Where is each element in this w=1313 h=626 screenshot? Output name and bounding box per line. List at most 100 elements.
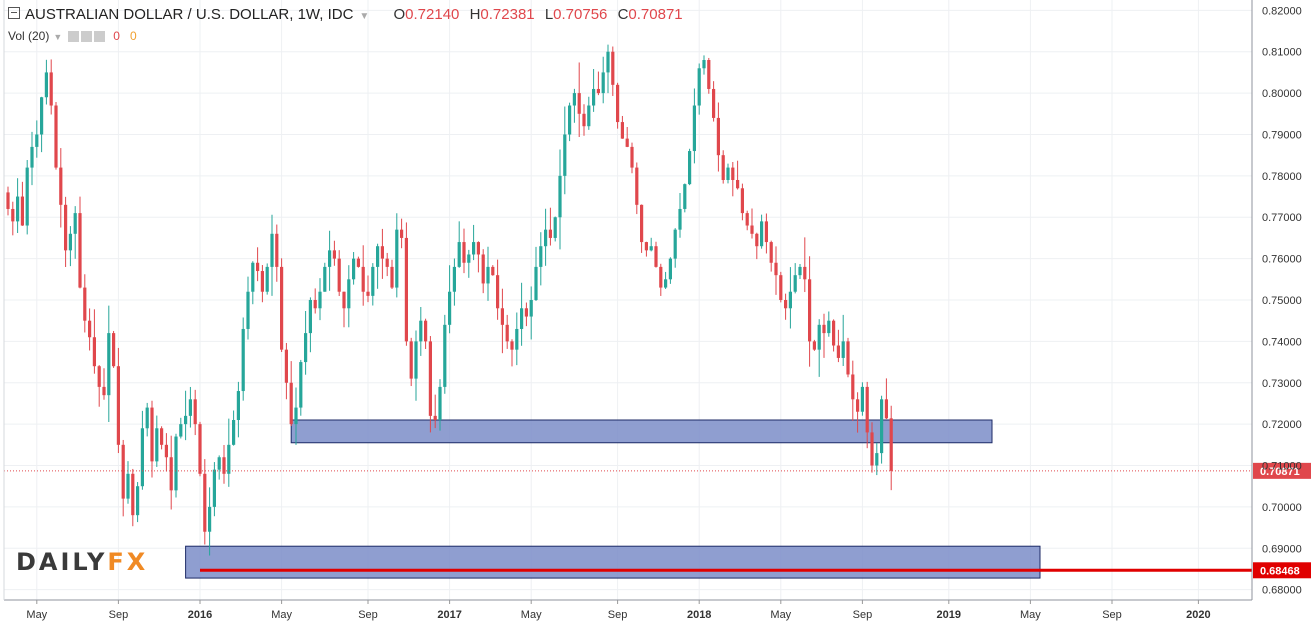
candle <box>332 240 336 266</box>
price-axis[interactable]: 0.68000 0.69000 0.70000 0.71000 0.72000 0.730… <box>1251 0 1302 600</box>
candle-body <box>548 229 552 238</box>
candle <box>448 265 452 334</box>
x-tick-label: Sep <box>1102 609 1122 621</box>
candle <box>779 271 783 303</box>
candle-body <box>54 105 58 168</box>
candle-body <box>260 271 264 292</box>
y-tick-label: 0.68000 <box>1262 585 1302 597</box>
candle-body <box>40 97 44 135</box>
candle <box>121 439 125 517</box>
candle-body <box>870 432 874 466</box>
candle <box>443 314 447 394</box>
candle <box>304 310 308 375</box>
visibility-icon[interactable] <box>68 31 80 43</box>
candle-body <box>524 308 528 317</box>
candle <box>30 131 34 186</box>
candle-body <box>64 204 68 251</box>
y-tick-label: 0.76000 <box>1262 254 1302 266</box>
candle <box>92 309 96 374</box>
x-tick-label: Sep <box>608 609 628 621</box>
candle <box>846 337 850 378</box>
candle <box>678 192 682 238</box>
x-tick-label: 2017 <box>437 609 461 621</box>
candle <box>246 276 250 340</box>
y-tick-label: 0.73000 <box>1262 378 1302 390</box>
open-label: O <box>393 6 406 23</box>
candle-body <box>136 486 140 516</box>
candle <box>68 226 72 267</box>
high-label: H <box>469 6 481 23</box>
volume-label[interactable]: Vol (20) <box>8 29 50 43</box>
candle-body <box>25 167 29 226</box>
candle <box>793 263 797 294</box>
candle <box>601 56 605 104</box>
y-tick-label: 0.75000 <box>1262 295 1302 307</box>
candle <box>822 313 826 358</box>
candle <box>472 224 476 261</box>
candle-body <box>462 242 466 263</box>
candle-body <box>812 341 816 350</box>
gear-icon[interactable] <box>81 31 93 43</box>
volume-ma-value: 0 <box>129 29 137 43</box>
candle <box>587 96 591 130</box>
candle-body <box>457 242 461 267</box>
candle-body <box>265 266 269 292</box>
candle-body <box>486 266 490 284</box>
candle-body <box>6 192 10 209</box>
candle <box>256 247 260 282</box>
candle-body <box>860 386 864 412</box>
chevron-down-icon[interactable]: ▼ <box>359 11 370 22</box>
candle <box>841 314 845 366</box>
candle <box>352 252 356 285</box>
candle-body <box>68 233 72 251</box>
candle-body <box>846 341 850 375</box>
x-tick-label: Sep <box>853 609 873 621</box>
time-axis[interactable]: May Sep 2016 May Sep 2017 May Sep 2018 May Sep 2019… <box>3 0 1252 621</box>
chart-grid <box>4 0 1252 600</box>
candle-body <box>241 328 245 392</box>
candle-body <box>716 117 720 156</box>
candle-body <box>16 196 20 222</box>
candle-body <box>534 266 538 300</box>
symbol-title[interactable]: AUSTRALIAN DOLLAR / U.S. DOLLAR, 1W, IDC <box>25 6 354 23</box>
last-price-badge <box>1253 462 1311 479</box>
candle <box>73 206 77 259</box>
candle <box>414 330 418 401</box>
candle-body <box>841 341 845 358</box>
candle-body <box>476 242 480 255</box>
candle <box>64 196 68 267</box>
candle-body <box>755 233 759 247</box>
candle-body <box>164 444 168 458</box>
y-tick-label: 0.71000 <box>1262 461 1302 473</box>
candle-body <box>769 242 773 263</box>
candle-body <box>491 266 495 276</box>
candle <box>112 330 116 368</box>
volume-chevron-icon[interactable]: ▼ <box>53 32 63 42</box>
candle-body <box>217 457 221 470</box>
candle-body <box>467 254 471 263</box>
candle-body <box>601 72 605 94</box>
candle-body <box>544 229 548 247</box>
candle-body <box>337 258 341 292</box>
candle-body <box>73 213 77 234</box>
y-tick-label: 0.79000 <box>1262 129 1302 141</box>
candle <box>476 241 480 273</box>
candle <box>193 389 197 436</box>
candle <box>755 232 759 260</box>
y-tick-label: 0.81000 <box>1262 47 1302 59</box>
candle-body <box>342 291 346 309</box>
collapse-icon[interactable] <box>8 7 20 20</box>
candle <box>635 162 639 215</box>
candle-body <box>44 72 48 98</box>
logo-daily: DAILY <box>16 548 108 576</box>
candle-body <box>774 262 778 276</box>
candle <box>328 230 332 291</box>
candle-body <box>760 221 764 247</box>
candle <box>510 339 514 367</box>
candle-body <box>779 275 783 300</box>
close-icon[interactable] <box>94 31 106 43</box>
candle-body <box>323 266 327 292</box>
candle-body <box>625 138 629 147</box>
candle-body <box>875 453 879 466</box>
